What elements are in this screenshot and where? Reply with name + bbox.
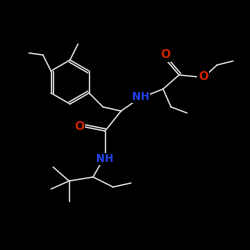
Text: NH: NH <box>132 92 150 102</box>
Text: NH: NH <box>96 154 114 164</box>
Text: O: O <box>160 48 170 62</box>
Text: O: O <box>198 70 208 84</box>
Text: O: O <box>74 120 84 134</box>
